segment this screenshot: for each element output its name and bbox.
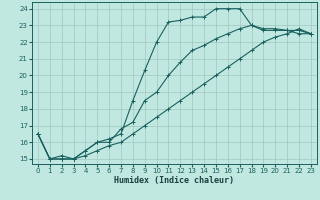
X-axis label: Humidex (Indice chaleur): Humidex (Indice chaleur) bbox=[115, 176, 234, 185]
